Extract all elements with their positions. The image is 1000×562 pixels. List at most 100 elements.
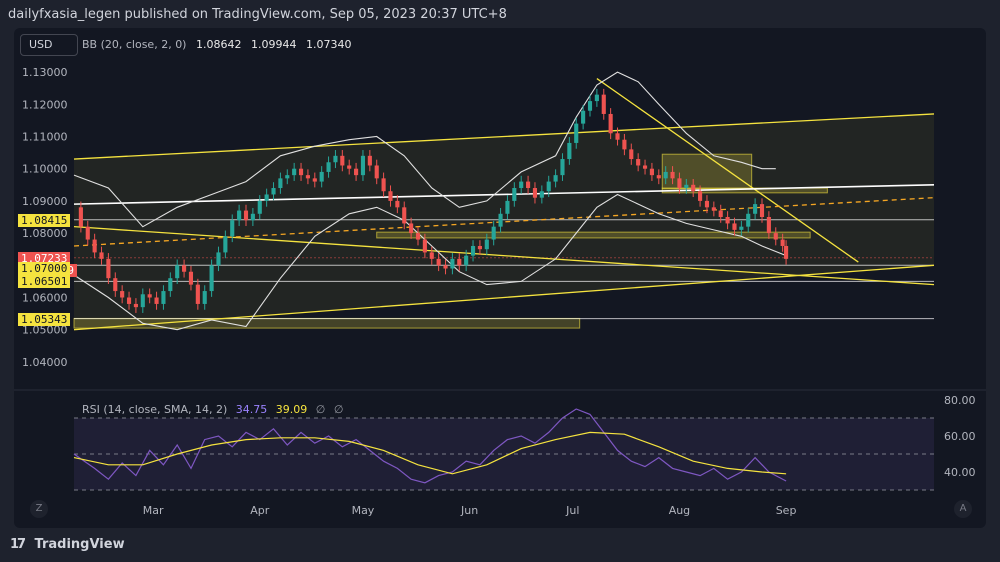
yellow-trendline [596, 78, 859, 263]
auto-scale-toggle-button[interactable]: A [954, 500, 972, 518]
tradingview-logo-icon: 17 [10, 537, 26, 552]
candle-up [216, 252, 221, 266]
support-zone [661, 153, 753, 190]
candle-down [615, 133, 620, 140]
candle-down [402, 207, 407, 224]
time-axis-tick: Jun [460, 504, 478, 517]
price-axis-tick: 1.13000 [22, 66, 68, 79]
rsi-sma-value: 39.09 [275, 403, 308, 416]
candle-up [278, 178, 283, 189]
candle-down [395, 200, 400, 208]
candle-up [560, 159, 565, 176]
rsi-value: 34.75 [235, 403, 268, 416]
candle-up [739, 226, 744, 230]
candle-up [587, 101, 593, 111]
rsi-axis-tick: 60.00 [944, 430, 976, 443]
candle-up [663, 171, 668, 179]
candle-up [484, 239, 489, 250]
bollinger-lower-value: 1.07340 [305, 38, 352, 51]
candle-up [464, 255, 469, 266]
candle-down [677, 178, 682, 189]
time-axis-tick: Apr [250, 504, 270, 517]
time-axis-tick: Aug [669, 504, 690, 517]
candle-up [271, 188, 276, 195]
candle-up [319, 171, 324, 182]
yellow-trendline [73, 226, 935, 286]
candle-up [326, 162, 331, 172]
bollinger-upper-band [73, 71, 776, 228]
candle-down [78, 207, 83, 227]
candle-down [147, 294, 152, 298]
bollinger-legend-label: BB (20, close, 2, 0) [82, 38, 187, 51]
candle-down [718, 210, 723, 217]
candle-down [182, 265, 187, 272]
candle-up [519, 181, 524, 189]
candle-down [133, 303, 138, 308]
rsi-axis-tick: 80.00 [944, 394, 976, 407]
candle-up [567, 142, 572, 160]
currency-button[interactable]: USD [20, 34, 78, 56]
candle-down [305, 175, 310, 179]
log-scale-toggle-button[interactable]: Z [30, 500, 48, 518]
candle-up [230, 220, 235, 237]
candle-down [388, 191, 393, 201]
candle-up [684, 184, 689, 189]
candle-down [780, 239, 785, 246]
candle-down [636, 159, 641, 166]
bollinger-lower-band [73, 193, 787, 331]
candle-down [436, 258, 441, 266]
bollinger-upper-value: 1.09944 [250, 38, 297, 51]
candle-down [106, 258, 111, 279]
price-axis-tick: 1.11000 [22, 131, 68, 144]
chart-canvas[interactable]: 1.13000 1.12000 1.11000 1.10000 1.09000 1.080… [14, 28, 986, 528]
candle-up [491, 226, 496, 240]
candle-down [670, 171, 675, 179]
candle-down [725, 217, 730, 224]
candle-down [195, 284, 200, 304]
candle-down [126, 297, 132, 304]
candle-up [168, 278, 173, 292]
candle-down [120, 291, 125, 298]
candle-up [553, 175, 558, 182]
yellow-trendline [73, 113, 935, 160]
bollinger-basis-value: 1.08642 [195, 38, 242, 51]
price-axis-tick: 1.05000 [22, 324, 68, 337]
candle-up [512, 188, 517, 201]
footer-brand[interactable]: 17 TradingView [10, 537, 125, 552]
price-tag-label: 1.08415 [18, 213, 71, 227]
chart-panel[interactable]: 1.13000 1.12000 1.11000 1.10000 1.09000 1.080… [14, 28, 986, 528]
candle-down [732, 223, 737, 230]
candle-down [698, 191, 703, 201]
candle-down [347, 165, 352, 169]
price-axis-tick: 1.08000 [22, 227, 68, 240]
time-axis-tick: May [352, 504, 375, 517]
candle-down [532, 188, 538, 198]
candle-down [312, 178, 317, 182]
time-axis-tick: Sep [776, 504, 797, 517]
candle-down [154, 297, 159, 304]
candle-down [526, 181, 531, 189]
bollinger-legend: BB (20, close, 2, 0) 1.08642 1.09944 1.0… [82, 38, 351, 51]
top-bar: dailyfxasia_legen published on TradingVi… [0, 0, 1000, 28]
candle-up [498, 213, 503, 227]
rsi-band-fill [74, 418, 934, 490]
candle-up [746, 213, 751, 227]
candle-up [202, 291, 207, 304]
candle-up [175, 265, 180, 279]
candle-up [264, 194, 269, 201]
candle-up [581, 110, 586, 124]
rsi-extra-1: ∅ [315, 403, 326, 416]
candle-up [140, 294, 145, 308]
rsi-legend-label: RSI (14, close, SMA, 14, 2) [82, 403, 228, 416]
trend-channel-fill [74, 113, 934, 330]
candle-down [629, 149, 634, 160]
candle-down [367, 155, 372, 166]
rsi-legend: RSI (14, close, SMA, 14, 2) 34.75 39.09 … [82, 403, 343, 416]
candle-down [381, 178, 386, 192]
candle-down [340, 155, 345, 166]
price-tag-label: 1.07233 [18, 251, 71, 265]
price-tag-label: 1.05343 [18, 312, 71, 326]
candle-up [470, 245, 476, 256]
candle-down [477, 245, 482, 250]
candle-down [608, 113, 613, 134]
